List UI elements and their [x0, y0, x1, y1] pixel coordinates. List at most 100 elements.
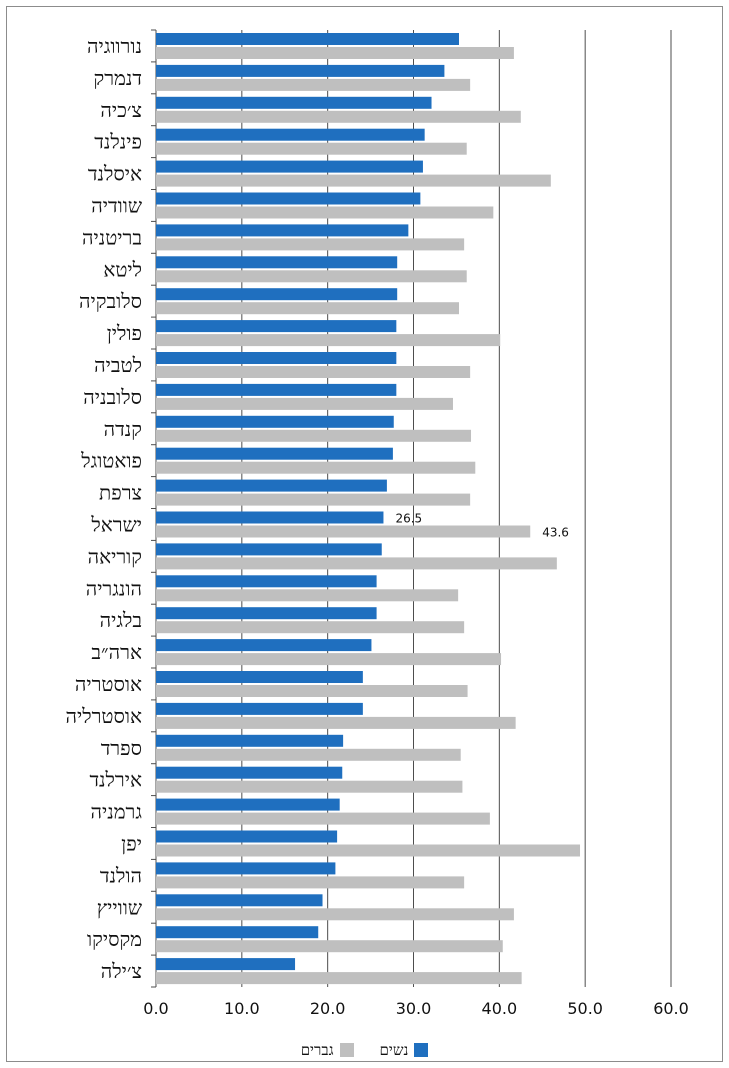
bar-women — [156, 830, 338, 843]
data-label: 26.5 — [395, 512, 422, 526]
legend-label-men: גברים — [300, 1040, 334, 1059]
bar-women — [156, 766, 343, 779]
bar-women — [156, 671, 363, 683]
legend-item-men: גברים — [301, 1041, 354, 1060]
category-label: הולנד — [100, 863, 142, 887]
bar-men — [156, 780, 463, 793]
bar-men — [156, 908, 514, 921]
category-label: ספרד — [101, 736, 142, 760]
category-label: צ׳ילה — [101, 959, 142, 983]
legend-item-women: נשים — [380, 1041, 429, 1060]
bar-women — [156, 320, 397, 333]
category-label: מקסיקו — [87, 927, 142, 951]
category-label: אירלנד — [89, 768, 142, 792]
category-label: פינלנד — [94, 130, 142, 154]
category-label: ישראל — [90, 512, 142, 536]
bar-men — [156, 844, 581, 857]
bar-women — [156, 543, 382, 556]
bar-women — [156, 192, 421, 205]
bar-women — [156, 383, 397, 396]
bar-women — [156, 64, 445, 77]
category-label: סלובניה — [83, 385, 142, 409]
category-label: איסלנד — [88, 162, 142, 186]
category-label: פואטוגל — [80, 449, 142, 473]
bar-men — [156, 78, 471, 91]
bar-men — [156, 110, 521, 123]
category-label: גרמניה — [90, 800, 142, 824]
category-label: סלובקיה — [79, 289, 142, 313]
bar-women — [156, 511, 384, 524]
bar-men — [156, 366, 471, 378]
category-label: שוודיה — [91, 193, 142, 217]
bar-women — [156, 33, 459, 45]
bar-men — [156, 206, 494, 219]
bar-women — [156, 256, 398, 269]
data-label: 43.6 — [542, 526, 569, 540]
category-label: שווייץ — [97, 895, 142, 919]
bar-men — [156, 429, 472, 442]
bar-women — [156, 352, 397, 364]
bar-men — [156, 525, 531, 538]
bar-women — [156, 958, 296, 971]
category-label: פולין — [107, 321, 142, 345]
bar-women — [156, 447, 393, 460]
category-label: קנדה — [104, 417, 142, 441]
category-label: אוסטרליה — [65, 704, 142, 728]
bar-men — [156, 397, 453, 410]
x-tick-label: 10.0 — [224, 999, 260, 1018]
category-label: בריטניה — [82, 225, 142, 249]
bar-women — [156, 160, 423, 173]
bar-men — [156, 685, 468, 697]
bar-men — [156, 621, 465, 634]
bar-women — [156, 926, 319, 939]
x-tick-label: 30.0 — [396, 999, 432, 1018]
category-label: צרפת — [99, 481, 142, 505]
bar-men — [156, 493, 471, 506]
bar-women — [156, 607, 377, 620]
bar-women — [156, 96, 432, 109]
category-label: צ׳כיה — [100, 98, 142, 122]
bar-men — [156, 716, 516, 729]
category-label: לטביה — [94, 353, 142, 377]
bar-women — [156, 415, 394, 428]
bar-men — [156, 302, 459, 315]
bar-men — [156, 940, 503, 953]
bar-men — [156, 589, 459, 602]
legend-swatch-women — [414, 1043, 429, 1057]
category-label: דנמרק — [93, 66, 142, 90]
x-tick-label: 60.0 — [653, 999, 689, 1018]
bar-women — [156, 734, 344, 747]
bar-women — [156, 862, 336, 875]
bar-men — [156, 142, 467, 155]
bar-women — [156, 894, 323, 907]
category-label: בלגיה — [100, 608, 142, 632]
bar-men — [156, 557, 557, 570]
bar-men — [156, 812, 490, 825]
bar-men — [156, 238, 465, 251]
bar-men — [156, 461, 476, 474]
x-tick-label: 20.0 — [310, 999, 346, 1018]
bar-women — [156, 798, 340, 811]
category-label: קוריאה — [88, 544, 142, 568]
bar-men — [156, 270, 467, 283]
x-tick-label: 40.0 — [482, 999, 518, 1018]
bar-men — [156, 748, 461, 761]
bar-men — [156, 47, 514, 59]
bar-men — [156, 972, 522, 985]
bar-men — [156, 334, 501, 347]
bar-women — [156, 702, 363, 715]
legend: נשים גברים — [0, 1040, 729, 1060]
category-label: הונגריה — [86, 576, 142, 600]
bar-men — [156, 174, 551, 187]
bar-men — [156, 653, 502, 666]
x-tick-label: 0.0 — [143, 999, 168, 1018]
category-label: יפן — [121, 831, 142, 855]
category-label: אוסטריה — [75, 672, 142, 696]
bar-women — [156, 479, 387, 492]
category-label: ליטא — [103, 257, 142, 281]
chart-frame — [6, 6, 723, 1062]
x-tick-label: 50.0 — [567, 999, 603, 1018]
bar-women — [156, 224, 409, 237]
bar-women — [156, 128, 425, 141]
